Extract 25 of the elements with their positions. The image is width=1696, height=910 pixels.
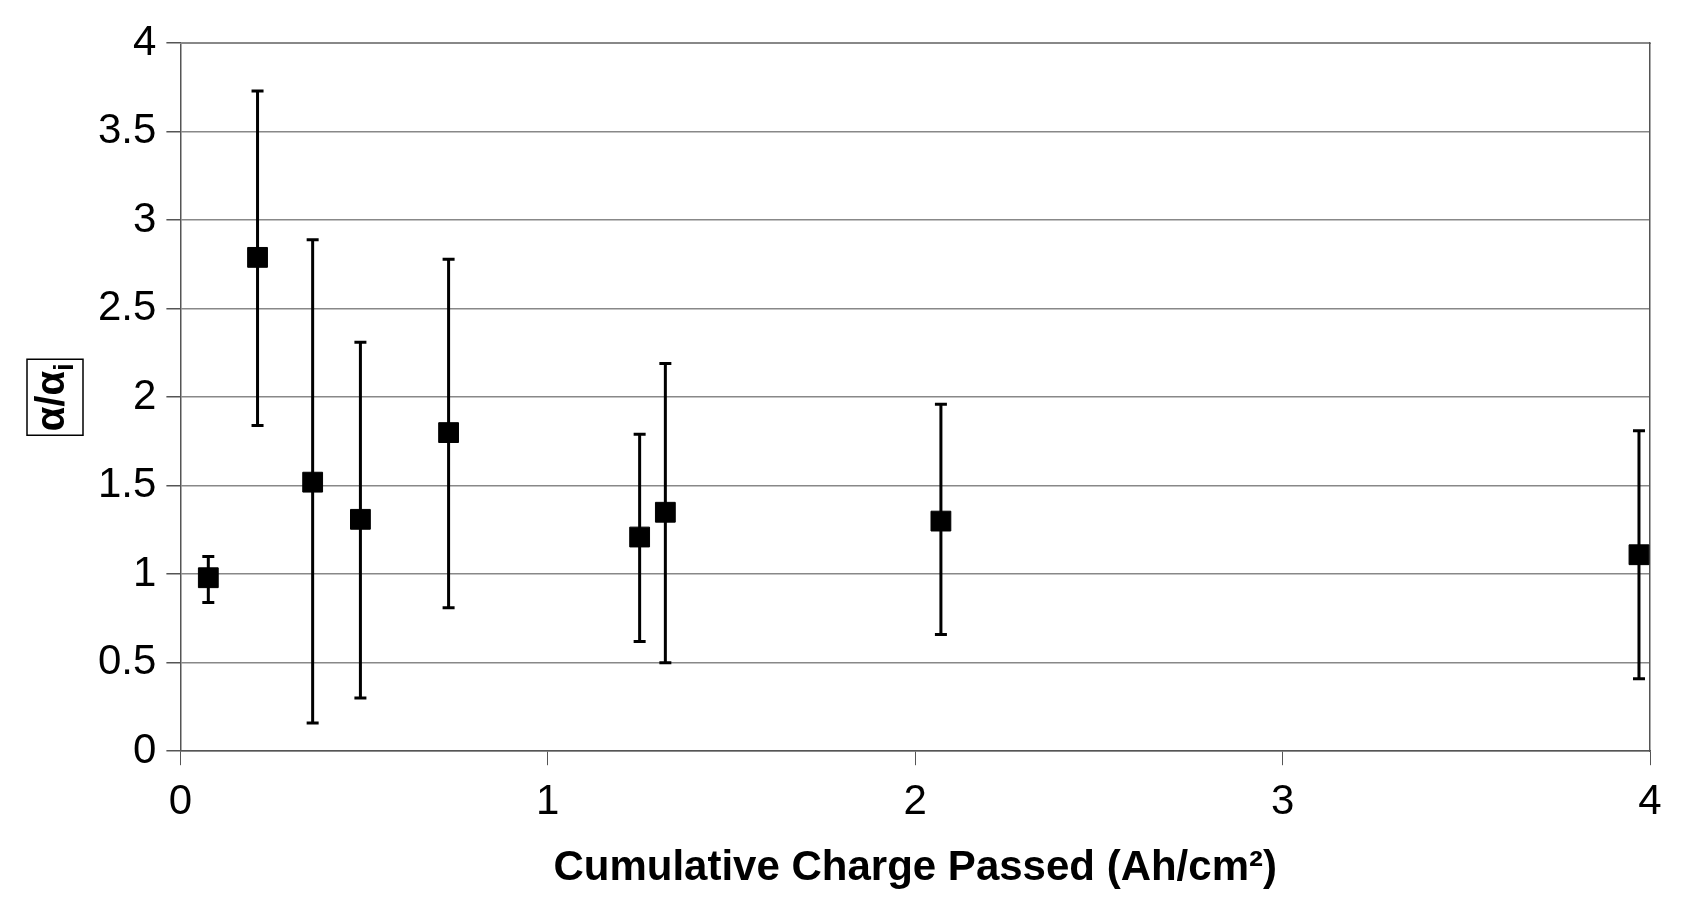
y-tick-label: 0.5 <box>98 636 157 684</box>
y-tick-label: 4 <box>133 16 157 64</box>
point <box>302 471 324 493</box>
point <box>350 508 371 530</box>
point <box>930 510 952 532</box>
point <box>438 422 459 443</box>
y-tick-label: 3 <box>133 193 157 241</box>
point <box>654 501 676 523</box>
y-tick-label: 1.5 <box>98 459 157 507</box>
y-tick-label: 0 <box>133 724 157 772</box>
x-tick-label: 1 <box>536 775 560 823</box>
x-tick-label: 4 <box>1638 775 1662 823</box>
y-tick-label: 2.5 <box>98 282 157 330</box>
point <box>247 246 268 268</box>
x-axis-title: Cumulative Charge Passed (Ah/cm²) <box>553 842 1277 890</box>
point <box>629 526 651 548</box>
y-axis-title: α/αi <box>28 363 79 432</box>
x-tick-label: 2 <box>903 775 927 823</box>
point <box>197 567 219 589</box>
y-tick-label: 2 <box>133 370 157 418</box>
x-tick-label: 0 <box>168 775 193 823</box>
point <box>1628 544 1650 566</box>
y-tick-label: 3.5 <box>98 105 157 153</box>
y-tick-label: 1 <box>133 547 157 595</box>
x-tick-label: 3 <box>1270 775 1295 823</box>
